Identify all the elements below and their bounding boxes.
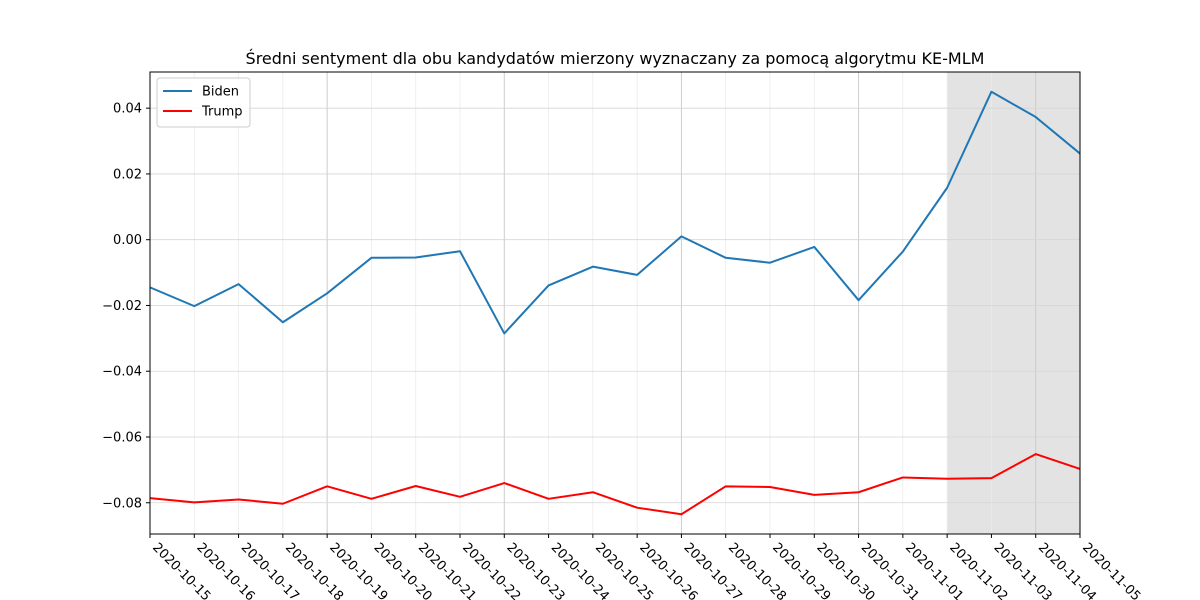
series-line-trump	[149, 453, 1081, 516]
axes-frame	[149, 71, 1081, 535]
y-tick-label: −0.04	[102, 365, 142, 380]
y-tick-label: 0.04	[113, 102, 142, 117]
legend: Biden Trump	[156, 77, 251, 128]
chart-title: Średni sentyment dla obu kandydatów mier…	[246, 49, 985, 68]
legend-label-biden: Biden	[202, 85, 239, 100]
y-tick-label: 0.02	[113, 167, 142, 182]
y-tick-label: −0.02	[102, 299, 142, 314]
y-tick-label: −0.08	[102, 496, 142, 511]
shaded-region	[947, 72, 1080, 534]
legend-label-trump: Trump	[201, 105, 243, 120]
y-tick-label: −0.06	[102, 430, 142, 445]
series-line-biden	[149, 90, 1081, 335]
y-tick-label: 0.00	[113, 233, 142, 248]
